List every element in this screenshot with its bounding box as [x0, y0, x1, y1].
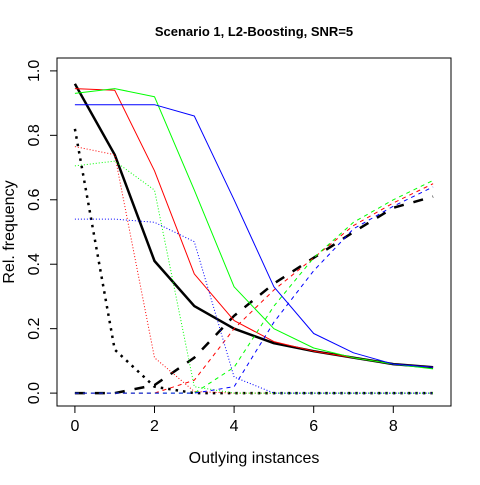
series-line-dotted [74, 146, 434, 394]
x-tick-label: 0 [70, 418, 79, 435]
y-tick-label: 0.0 [26, 382, 43, 404]
y-tick-label: 0.2 [26, 317, 43, 339]
y-tick-label: 0.8 [26, 124, 43, 146]
y-axis-title: Rel. frequency [1, 180, 18, 283]
x-axis: 0 2 4 6 8 [70, 405, 398, 435]
x-tick-label: 2 [150, 418, 159, 435]
series-layer [73, 83, 434, 395]
chart-title: Scenario 1, L2-Boosting, SNR=5 [155, 24, 353, 39]
y-axis: 0.0 0.2 0.4 0.6 0.8 1.0 [26, 60, 58, 404]
series-line-solid [74, 104, 434, 368]
series-line-dashed [74, 186, 434, 394]
y-tick-label: 0.6 [26, 189, 43, 211]
x-axis-title: Outlying instances [189, 450, 320, 467]
x-tick-label: 8 [389, 418, 398, 435]
y-tick-label: 0.4 [26, 253, 43, 275]
y-tick-label: 1.0 [26, 60, 43, 82]
x-tick-label: 4 [230, 418, 239, 435]
x-tick-label: 6 [309, 418, 318, 435]
series-line-solid [74, 88, 434, 370]
series-line-dashed [74, 195, 434, 395]
